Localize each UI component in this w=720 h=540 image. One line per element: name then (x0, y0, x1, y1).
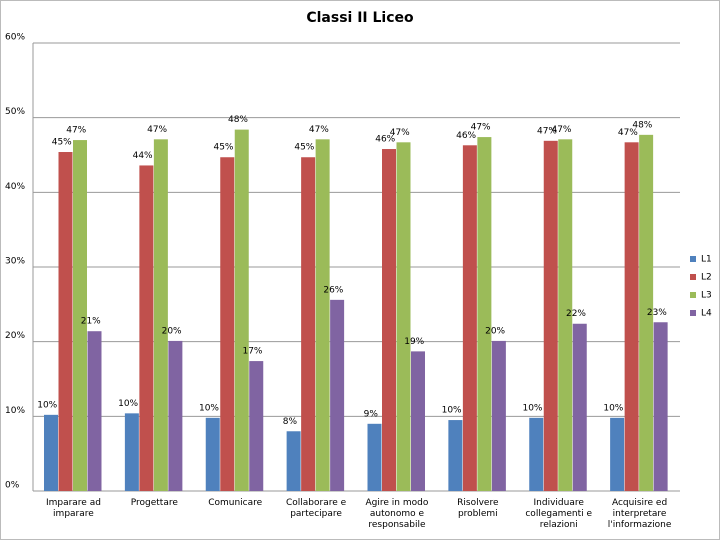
legend-swatch (690, 310, 696, 316)
legend-label: L3 (701, 291, 712, 301)
data-label: 8% (283, 417, 298, 427)
data-label: 19% (404, 337, 424, 347)
bar (87, 331, 102, 491)
bar (220, 157, 235, 492)
data-label: 48% (632, 120, 652, 130)
data-label: 46% (456, 131, 476, 141)
bar (205, 417, 220, 491)
bar (73, 140, 87, 492)
bar (44, 414, 58, 491)
data-label: 47% (471, 123, 491, 133)
y-tick-label: 20% (5, 331, 25, 341)
data-label: 45% (52, 138, 72, 148)
data-label: 45% (213, 143, 233, 153)
bar (286, 431, 301, 491)
bar (382, 149, 396, 491)
bar (124, 413, 139, 491)
bar (491, 340, 506, 491)
data-label: 10% (37, 400, 57, 410)
bar (139, 165, 154, 491)
data-label: 10% (118, 399, 138, 409)
data-label: 20% (485, 326, 505, 336)
legend-label: L1 (701, 255, 712, 265)
bar (543, 140, 558, 491)
legend-label: L2 (701, 273, 712, 283)
bar (529, 417, 544, 491)
bar (249, 361, 264, 491)
legend-swatch (690, 274, 696, 280)
bar (462, 145, 477, 491)
data-label: 17% (242, 347, 262, 357)
data-label: 10% (522, 403, 542, 413)
bar (58, 152, 73, 491)
data-label: 46% (375, 135, 395, 145)
x-tick-label: Collaborare e partecipare (285, 498, 347, 519)
bar (572, 323, 587, 491)
data-label: 47% (390, 128, 410, 138)
data-label: 48% (228, 115, 248, 125)
bar (477, 137, 492, 491)
data-label: 10% (603, 403, 623, 413)
data-label: 9% (364, 409, 379, 419)
bar (367, 423, 382, 491)
bar (153, 139, 168, 491)
bar (168, 340, 183, 491)
bar (330, 299, 345, 491)
x-tick-label: Individuare collegamenti e relazioni (525, 498, 593, 530)
x-tick-label: Risolvere problemi (457, 498, 499, 519)
bar (639, 134, 654, 491)
data-label: 10% (199, 403, 219, 413)
bar (558, 139, 573, 491)
legend-label: L4 (701, 309, 712, 319)
data-label: 21% (81, 317, 101, 327)
data-label: 47% (537, 126, 557, 136)
data-label: 47% (309, 125, 329, 135)
bar (315, 139, 330, 491)
data-label: 10% (442, 406, 462, 416)
x-tick-label: Agire in modo autonomo e responsabile (365, 498, 429, 530)
data-label: 22% (566, 309, 586, 319)
y-tick-label: 40% (5, 182, 25, 192)
bar (301, 157, 316, 492)
data-label: 23% (647, 308, 667, 318)
bar (396, 142, 411, 491)
x-tick-label: Acquisire ed interpretare l'informazione (607, 498, 672, 530)
data-label: 47% (618, 128, 638, 138)
data-label: 45% (294, 143, 314, 153)
x-tick-label: Imparare ad imparare (45, 498, 101, 519)
y-tick-label: 10% (5, 406, 25, 416)
y-tick-label: 50% (5, 107, 25, 117)
bar (610, 417, 625, 491)
bar (653, 322, 668, 491)
bar (448, 420, 463, 491)
x-tick-label: Comunicare (208, 498, 263, 508)
y-tick-label: 30% (5, 257, 25, 267)
bar (624, 142, 639, 491)
y-tick-label: 60% (5, 33, 25, 43)
bar (411, 351, 425, 491)
data-label: 47% (147, 125, 167, 135)
bar (234, 129, 249, 491)
data-label: 47% (551, 125, 571, 135)
data-label: 26% (323, 285, 343, 295)
legend-swatch (690, 256, 696, 262)
data-label: 47% (66, 126, 86, 136)
data-label: 20% (162, 326, 182, 336)
x-tick-label: Progettare (130, 498, 178, 508)
y-tick-label: 0% (5, 481, 20, 491)
legend-swatch (690, 292, 696, 298)
chart-title: Classi II Liceo (306, 10, 414, 26)
data-label: 44% (133, 151, 153, 161)
